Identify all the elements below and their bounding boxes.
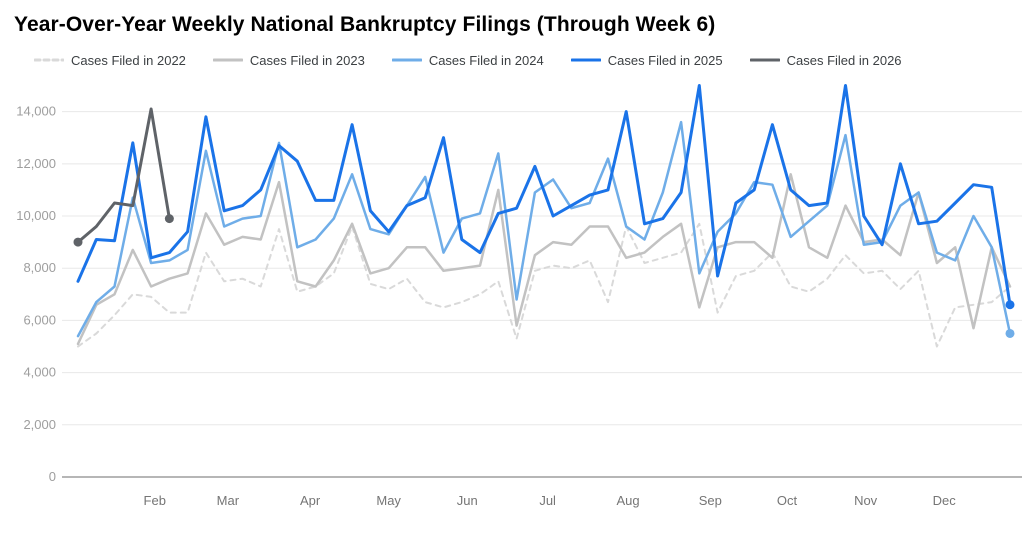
legend-label-2024: Cases Filed in 2024: [428, 52, 544, 68]
legend-item-2022: Cases Filed in 2022: [34, 53, 186, 68]
legend-label-2023: Cases Filed in 2023: [249, 52, 365, 68]
y-axis-tick-label: 14,000: [16, 104, 56, 119]
y-axis-tick-label: 0: [49, 469, 56, 484]
y-axis-tick-label: 10,000: [16, 208, 56, 223]
y-axis-tick-label: 4,000: [23, 365, 56, 380]
series-start-marker-2026: [73, 237, 83, 247]
legend-swatch-2026: [749, 58, 780, 62]
y-axis-tick-label: 8,000: [23, 260, 56, 275]
chart-legend: Cases Filed in 2022 Cases Filed in 2023 Ca…: [34, 51, 1036, 69]
series-line-2026: [76, 107, 171, 244]
x-axis-month-label: Feb: [144, 493, 166, 508]
y-axis-tick-label: 2,000: [23, 417, 56, 432]
series-line-2025: [76, 84, 1012, 307]
x-axis-month-label: Jun: [457, 493, 478, 508]
legend-swatch-2022: [34, 58, 64, 62]
y-axis-tick-label: 6,000: [23, 312, 56, 327]
series-line-2023: [76, 173, 1012, 346]
x-axis-month-label: Apr: [300, 493, 321, 508]
x-axis-month-label: Aug: [616, 493, 639, 508]
x-axis-month-label: May: [376, 493, 401, 508]
series-line-2022: [77, 222, 1011, 348]
legend-label-2022: Cases Filed in 2022: [71, 52, 186, 68]
legend-item-2026: Cases Filed in 2026: [749, 52, 902, 68]
legend-item-2025: Cases Filed in 2025: [570, 52, 723, 68]
x-axis-month-label: Oct: [777, 493, 798, 508]
legend-item-2023: Cases Filed in 2023: [212, 52, 365, 68]
series-end-marker-2025: [1005, 300, 1015, 310]
x-axis-month-label: Mar: [217, 493, 240, 508]
legend-swatch-2024: [391, 58, 422, 62]
x-axis-month-label: Nov: [854, 493, 878, 508]
series-end-marker-2026: [164, 214, 174, 224]
series-end-marker-2024: [1005, 328, 1015, 338]
x-axis-month-label: Sep: [699, 493, 722, 508]
x-axis-month-label: Dec: [933, 493, 957, 508]
line-chart: 0 2,000 4,000 6,000 8,000 10,000 12,000 14,000 F…: [16, 84, 1022, 508]
y-axis-tick-label: 12,000: [16, 156, 56, 171]
legend-label-2026: Cases Filed in 2026: [786, 52, 902, 68]
legend-item-2024: Cases Filed in 2024: [391, 52, 544, 68]
legend-swatch-2023: [212, 58, 243, 62]
x-axis-month-label: Jul: [539, 493, 556, 508]
legend-label-2025: Cases Filed in 2025: [607, 52, 723, 68]
chart-title: Year-Over-Year Weekly National Bankruptc…: [14, 13, 716, 36]
series-line-2024: [76, 120, 1012, 338]
legend-swatch-2025: [570, 58, 601, 62]
